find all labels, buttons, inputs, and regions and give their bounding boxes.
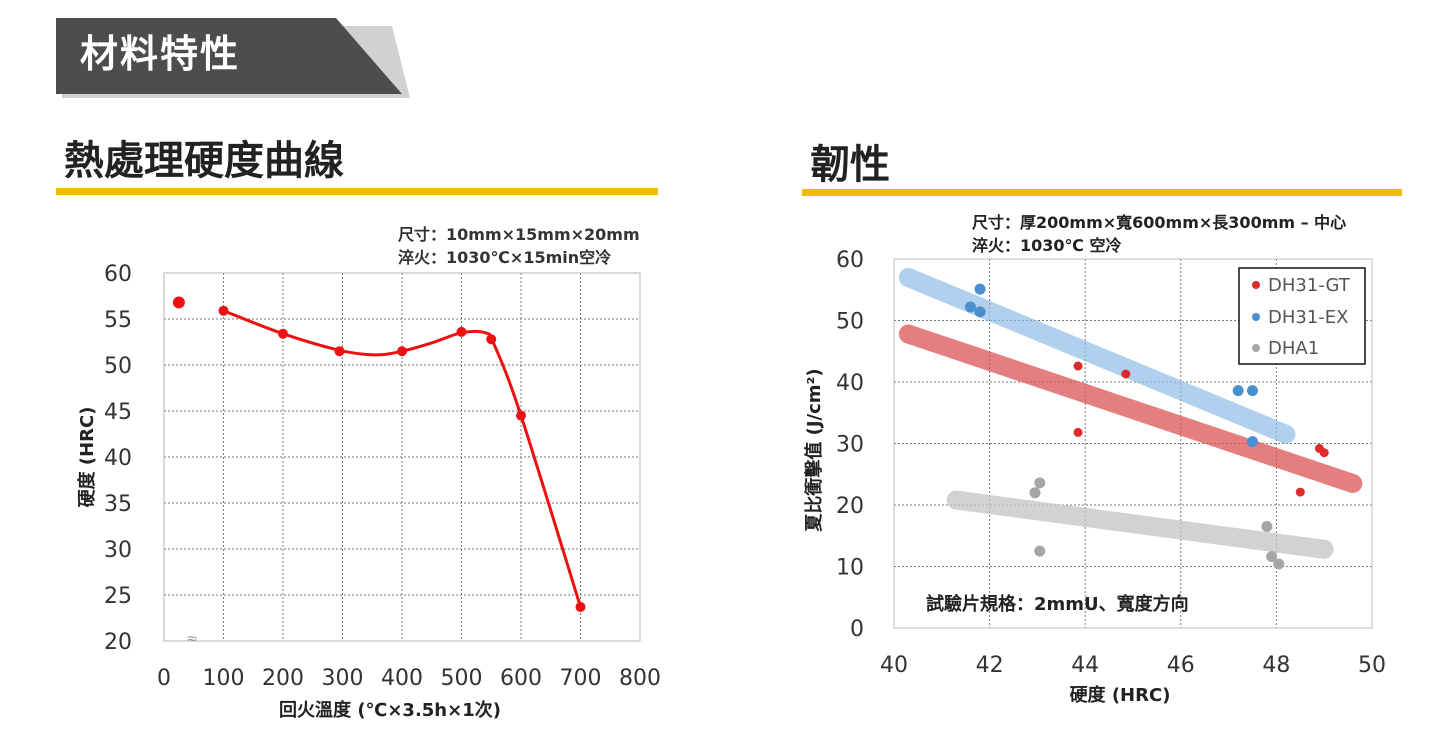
data-point <box>1247 436 1258 448</box>
specimen-annotation: 試驗片規格：2mmU、寬度方向 <box>926 593 1189 615</box>
data-point <box>1266 551 1278 563</box>
y-tick-label: 0 <box>850 617 864 642</box>
note-size: 尺寸：厚200mm×寬600mm×長300mm – 中心 <box>972 213 1346 232</box>
data-point <box>456 326 467 337</box>
data-point <box>1121 369 1131 379</box>
note-quench: 淬火：1030℃×15min空冷 <box>398 248 611 267</box>
x-tick-label: 48 <box>1262 653 1290 678</box>
x-tick-label: 46 <box>1167 653 1195 678</box>
data-point <box>974 306 986 318</box>
legend-marker-ex <box>1252 313 1260 321</box>
y-tick-label: 60 <box>104 262 132 287</box>
legend: DH31-GT DH31-EX DHA1 <box>1238 267 1366 365</box>
data-point <box>575 601 586 612</box>
data-point <box>1247 385 1258 397</box>
x-tick-label: 100 <box>203 666 245 691</box>
trend-band <box>946 490 1334 559</box>
data-point <box>1319 448 1329 458</box>
y-tick-label: 30 <box>836 433 864 458</box>
trend-band <box>898 324 1363 493</box>
data-point <box>1232 385 1244 397</box>
data-point <box>1073 361 1083 371</box>
x-tick-label: 200 <box>262 666 304 691</box>
plot-border <box>163 272 641 642</box>
plot-border <box>893 258 1373 629</box>
data-point <box>218 305 229 316</box>
y-axis-label: 硬度 (HRC) <box>76 407 98 508</box>
legend-label-gt: DH31-GT <box>1268 275 1351 296</box>
data-point <box>964 301 976 313</box>
data-point <box>172 296 185 309</box>
x-tick-label: 40 <box>880 653 908 678</box>
x-tick-label: 800 <box>619 666 661 691</box>
data-point <box>1034 545 1046 557</box>
left-section-title: 熱處理硬度曲線 <box>64 138 344 184</box>
x-axis-label: 硬度 (HRC) <box>1070 684 1171 706</box>
legend-label-dha1: DHA1 <box>1268 338 1319 359</box>
x-tick-label: 50 <box>1358 653 1386 678</box>
y-tick-label: 50 <box>836 310 864 335</box>
x-axis-label: 回火溫度 (℃×3.5h×1次) <box>279 699 501 721</box>
section-banner <box>56 18 410 98</box>
x-tick-label: 42 <box>976 653 1004 678</box>
y-tick-label: 45 <box>104 400 132 425</box>
right-section-title: 韌性 <box>810 142 890 188</box>
y-tick-label: 20 <box>836 494 864 519</box>
y-tick-label: 40 <box>836 371 864 396</box>
data-point <box>1029 487 1041 499</box>
data-point <box>974 283 986 295</box>
y-tick-label: 25 <box>104 584 132 609</box>
x-tick-label: 700 <box>560 666 602 691</box>
data-point <box>1261 521 1273 533</box>
y-tick-label: 20 <box>104 630 132 655</box>
x-tick-label: 600 <box>500 666 542 691</box>
y-tick-label: 40 <box>104 446 132 471</box>
data-point <box>334 346 345 357</box>
legend-label-ex: DH31-EX <box>1268 307 1349 328</box>
x-tick-label: 500 <box>441 666 483 691</box>
hardness-tempering-chart: 20 25 30 35 40 45 50 55 60 0 100 200 300 400 500 600 70… <box>76 225 661 721</box>
note-size: 尺寸：10mm×15mm×20mm <box>398 225 640 244</box>
y-tick-label: 55 <box>104 308 132 333</box>
x-tick-label: 44 <box>1071 653 1099 678</box>
data-point <box>1295 487 1305 497</box>
data-point <box>486 334 497 345</box>
y-tick-label: 10 <box>836 556 864 581</box>
toughness-scatter-chart: 0 10 20 30 40 50 60 40 42 44 46 48 50 尺寸：厚200mm×寬60… <box>803 213 1386 706</box>
axis-break-mark: ≈ <box>186 631 198 647</box>
data-point <box>397 346 407 357</box>
data-point <box>1273 558 1285 570</box>
x-tick-label: 0 <box>157 666 171 691</box>
y-tick-label: 60 <box>836 248 864 273</box>
y-axis-label: 夏比衝擊值 (J/cm²) <box>803 368 825 531</box>
y-tick-label: 35 <box>104 492 132 517</box>
data-point <box>516 410 526 421</box>
x-tick-label: 400 <box>381 666 423 691</box>
legend-marker-gt <box>1252 281 1260 289</box>
banner-title: 材料特性 <box>80 32 241 76</box>
y-tick-label: 50 <box>104 354 132 379</box>
data-point <box>1034 477 1046 489</box>
note-quench: 淬火：1030℃ 空冷 <box>972 236 1121 255</box>
right-section-underline <box>802 189 1402 196</box>
x-tick-label: 300 <box>322 666 364 691</box>
y-tick-label: 30 <box>104 538 132 563</box>
data-point <box>1073 427 1083 437</box>
left-section-underline <box>56 188 658 195</box>
legend-marker-dha1 <box>1252 344 1260 352</box>
data-point <box>278 328 288 339</box>
